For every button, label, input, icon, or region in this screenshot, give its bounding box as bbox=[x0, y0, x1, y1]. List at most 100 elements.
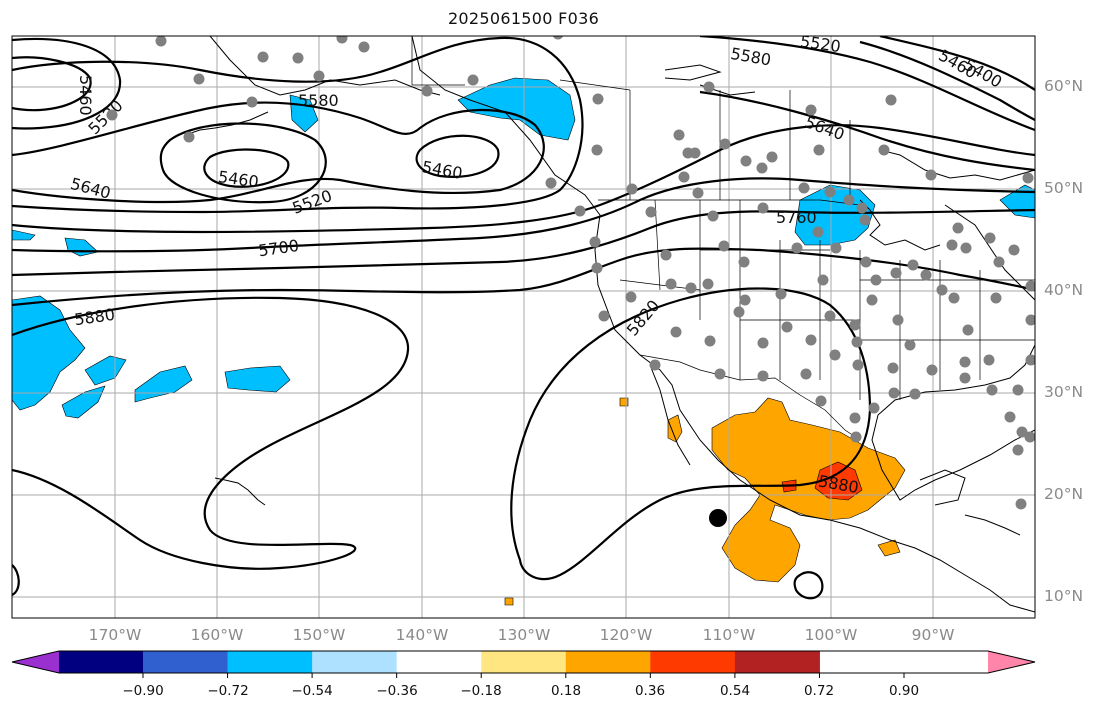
cuba bbox=[964, 514, 1021, 536]
colorbar-tick: 0.36 bbox=[634, 683, 666, 699]
colorbar-segment bbox=[734, 651, 820, 673]
station-marker bbox=[959, 356, 971, 368]
lat-label-20: 20°N bbox=[1044, 485, 1084, 503]
station-marker bbox=[830, 242, 842, 254]
station-marker bbox=[885, 94, 897, 106]
station-marker bbox=[817, 274, 829, 286]
coast-west-na bbox=[411, 36, 1035, 613]
coast-aleutians bbox=[184, 111, 269, 136]
contour-5520-low1 bbox=[159, 122, 327, 204]
lat-label-50: 50°N bbox=[1044, 179, 1084, 197]
station-marker bbox=[904, 339, 916, 351]
station-marker bbox=[952, 222, 964, 234]
contour-5580 bbox=[12, 36, 584, 214]
station-marker bbox=[738, 256, 750, 268]
station-marker bbox=[766, 151, 778, 163]
station-marker bbox=[756, 162, 768, 174]
contour-label: 5760 bbox=[776, 208, 817, 227]
coast-east bbox=[944, 204, 1035, 301]
colorbar-tick: −0.90 bbox=[122, 683, 164, 699]
graticule bbox=[12, 36, 1035, 618]
positive-anomaly-areas bbox=[504, 397, 906, 606]
coast-yucatan bbox=[919, 469, 966, 506]
colorbar-segment bbox=[565, 651, 651, 673]
station-marker bbox=[183, 131, 195, 143]
station-marker bbox=[888, 387, 900, 399]
station-marker bbox=[1004, 411, 1016, 423]
station-marker bbox=[984, 232, 996, 244]
negative-area-midpacific-1 bbox=[12, 295, 86, 411]
positive-area-baja bbox=[667, 414, 683, 443]
colorbar bbox=[11, 650, 1036, 678]
contour-5520-west bbox=[12, 37, 122, 130]
station-marker bbox=[1025, 354, 1035, 366]
station-marker bbox=[993, 256, 1005, 268]
station-marker bbox=[791, 242, 803, 254]
station-marker bbox=[856, 202, 868, 214]
station-marker bbox=[589, 236, 601, 248]
contour-5460-low2 bbox=[415, 134, 500, 178]
station-marker bbox=[719, 138, 731, 150]
station-marker bbox=[868, 402, 880, 414]
station-marker bbox=[1015, 498, 1027, 510]
station-marker bbox=[907, 259, 919, 271]
negative-area-midpacific-3 bbox=[61, 385, 106, 419]
coast-baja bbox=[649, 364, 691, 466]
station-marker bbox=[626, 183, 638, 195]
contour-5880-east bbox=[510, 287, 872, 581]
station-marker bbox=[467, 74, 479, 86]
station-marker bbox=[718, 240, 730, 252]
negative-area-midpacific-5 bbox=[224, 365, 291, 393]
station-marker bbox=[824, 186, 836, 198]
station-marker bbox=[313, 70, 325, 82]
contour-label: 5460 bbox=[76, 75, 95, 116]
border-alaska-canada bbox=[411, 36, 465, 86]
contour-5520-ne bbox=[699, 36, 1035, 132]
station-marker bbox=[866, 294, 878, 306]
colorbar-tick: 0.72 bbox=[803, 683, 835, 699]
station-marker bbox=[692, 187, 704, 199]
negative-area-west-edge bbox=[12, 229, 36, 241]
station-marker bbox=[800, 368, 812, 380]
contour-5520-closed bbox=[12, 101, 545, 204]
station-marker bbox=[740, 155, 752, 167]
station-marker bbox=[702, 278, 714, 290]
station-marker bbox=[193, 73, 205, 85]
station-marker bbox=[812, 226, 824, 238]
station-marker bbox=[852, 359, 864, 371]
station-marker bbox=[824, 310, 836, 322]
station-marker bbox=[843, 194, 855, 206]
height-contours bbox=[12, 36, 1035, 600]
station-marker bbox=[851, 336, 863, 348]
station-marker bbox=[552, 36, 564, 40]
coast-alaska bbox=[209, 36, 441, 96]
station-marker bbox=[673, 129, 685, 141]
station-marker bbox=[155, 36, 167, 47]
map-frame bbox=[11, 35, 1036, 619]
station-marker bbox=[591, 144, 603, 156]
colorbar-tick: −0.54 bbox=[291, 683, 333, 699]
station-marker bbox=[1012, 384, 1024, 396]
station-marker bbox=[829, 349, 841, 361]
station-marker bbox=[336, 36, 348, 44]
station-marker bbox=[909, 388, 921, 400]
colorbar-tick: −0.36 bbox=[376, 683, 418, 699]
station-marker bbox=[815, 395, 827, 407]
station-marker bbox=[591, 262, 603, 274]
station-marker bbox=[920, 269, 932, 281]
contour-5640-ne bbox=[699, 90, 1035, 172]
station-marker bbox=[421, 85, 433, 97]
station-marker bbox=[986, 384, 998, 396]
station-marker bbox=[703, 81, 715, 93]
colorbar-tick: 0.90 bbox=[888, 683, 920, 699]
station-markers bbox=[106, 36, 1035, 510]
station-marker bbox=[689, 147, 701, 159]
lat-label-40: 40°N bbox=[1044, 281, 1084, 299]
lon-label-130w: 130°W bbox=[497, 626, 551, 644]
station-marker bbox=[714, 368, 726, 380]
station-marker bbox=[545, 177, 557, 189]
station-marker bbox=[887, 362, 899, 374]
station-marker bbox=[892, 314, 904, 326]
colorbar-tick: −0.18 bbox=[460, 683, 502, 699]
station-marker bbox=[781, 321, 793, 333]
